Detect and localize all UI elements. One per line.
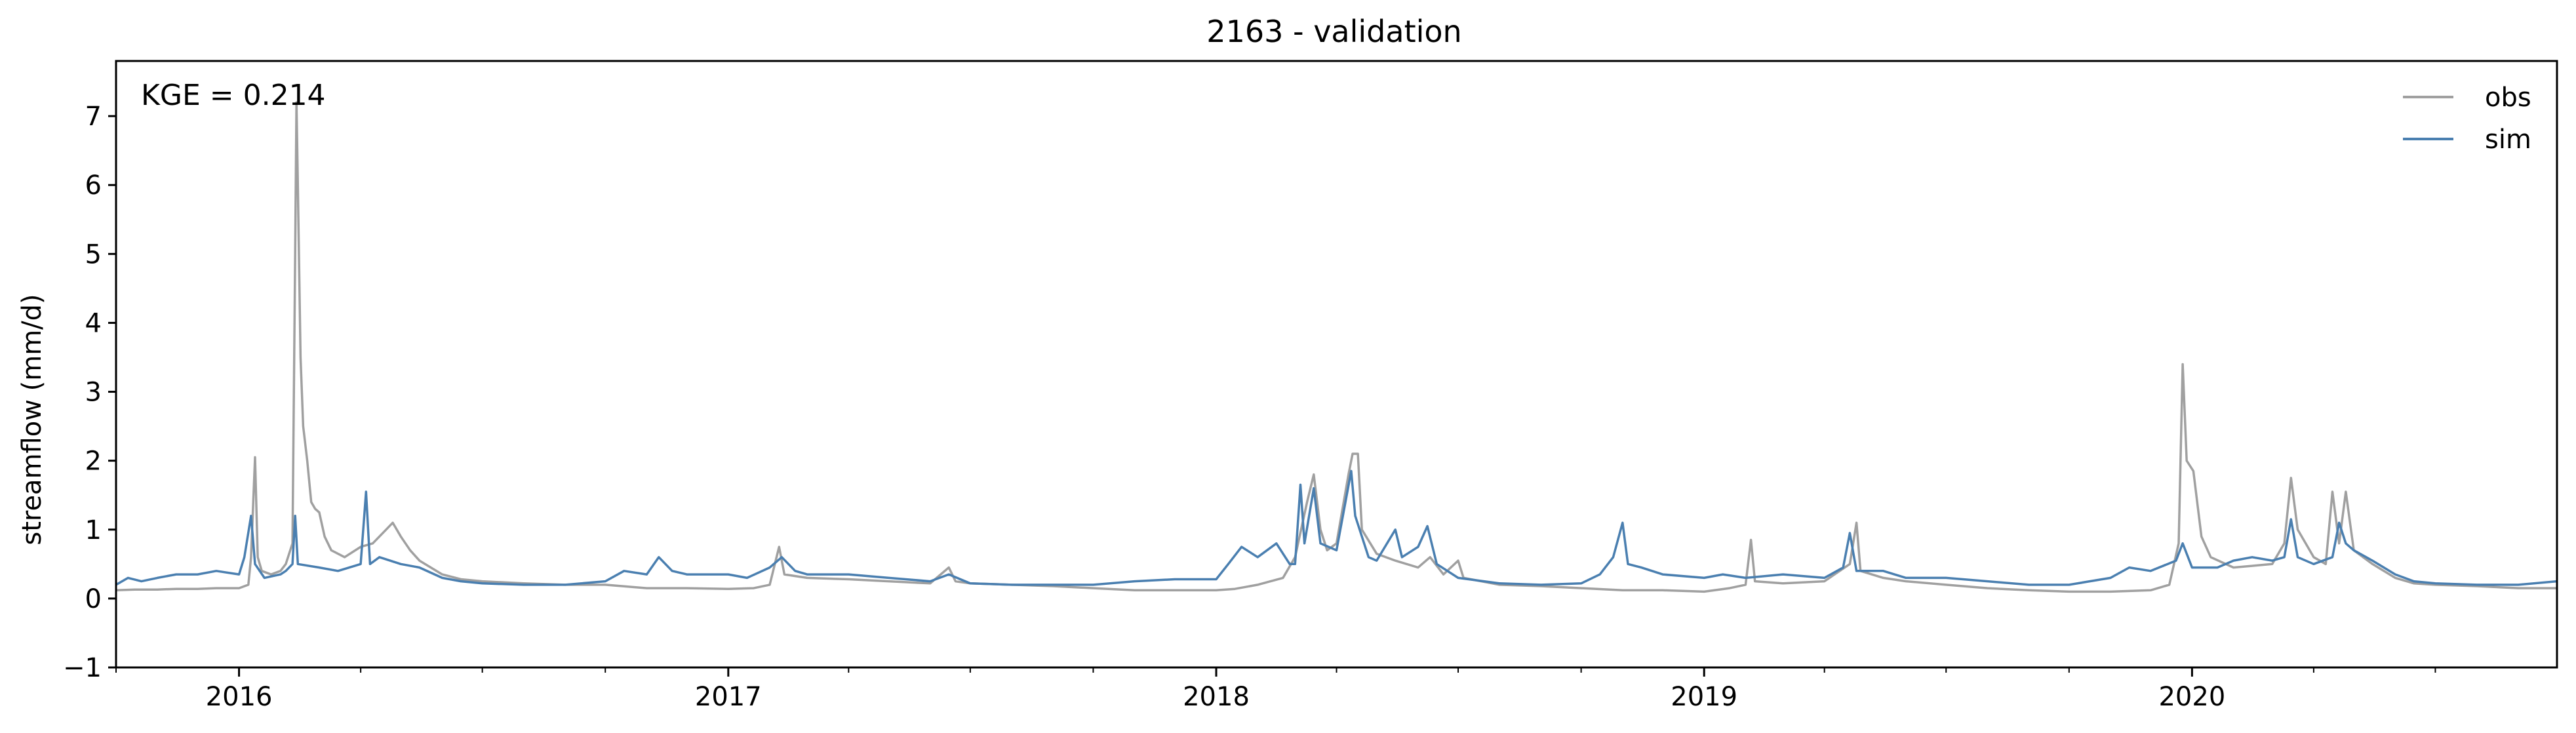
x-axis: 2016 2017 2018 2019 2020 <box>115 667 2436 712</box>
y-tick-label: 3 <box>85 378 102 408</box>
y-tick-label: −1 <box>63 653 102 683</box>
plot-frame <box>115 60 2558 669</box>
y-tick-label: 4 <box>85 308 102 338</box>
series-lines <box>115 101 2558 593</box>
y-tick-label: 6 <box>85 170 102 201</box>
x-tick-label: 2016 <box>206 682 273 712</box>
kge-annotation: KGE = 0.214 <box>141 79 326 112</box>
plot-area: −1 0 1 2 3 4 5 6 7 2016 2017 2018 2019 2020 <box>63 60 2558 712</box>
chart-title: 2163 - validation <box>1206 14 1461 49</box>
legend-label-obs: obs <box>2485 83 2531 113</box>
y-tick-label: 0 <box>85 584 102 614</box>
y-axis-label: streamflow (mm/d) <box>17 294 47 545</box>
y-axis: −1 0 1 2 3 4 5 6 7 <box>63 102 116 683</box>
y-tick-label: 7 <box>85 102 102 132</box>
series-line-sim <box>115 469 2558 586</box>
series-line-obs <box>115 101 2557 593</box>
y-tick-label: 2 <box>85 446 102 477</box>
y-tick-label: 5 <box>85 239 102 269</box>
x-tick-label: 2019 <box>1671 682 1737 712</box>
legend-label-sim: sim <box>2485 125 2531 155</box>
x-tick-label: 2017 <box>695 682 762 712</box>
x-tick-label: 2020 <box>2158 682 2225 712</box>
legend: obs sim <box>2403 83 2531 155</box>
y-tick-label: 1 <box>85 515 102 545</box>
x-tick-label: 2018 <box>1183 682 1250 712</box>
